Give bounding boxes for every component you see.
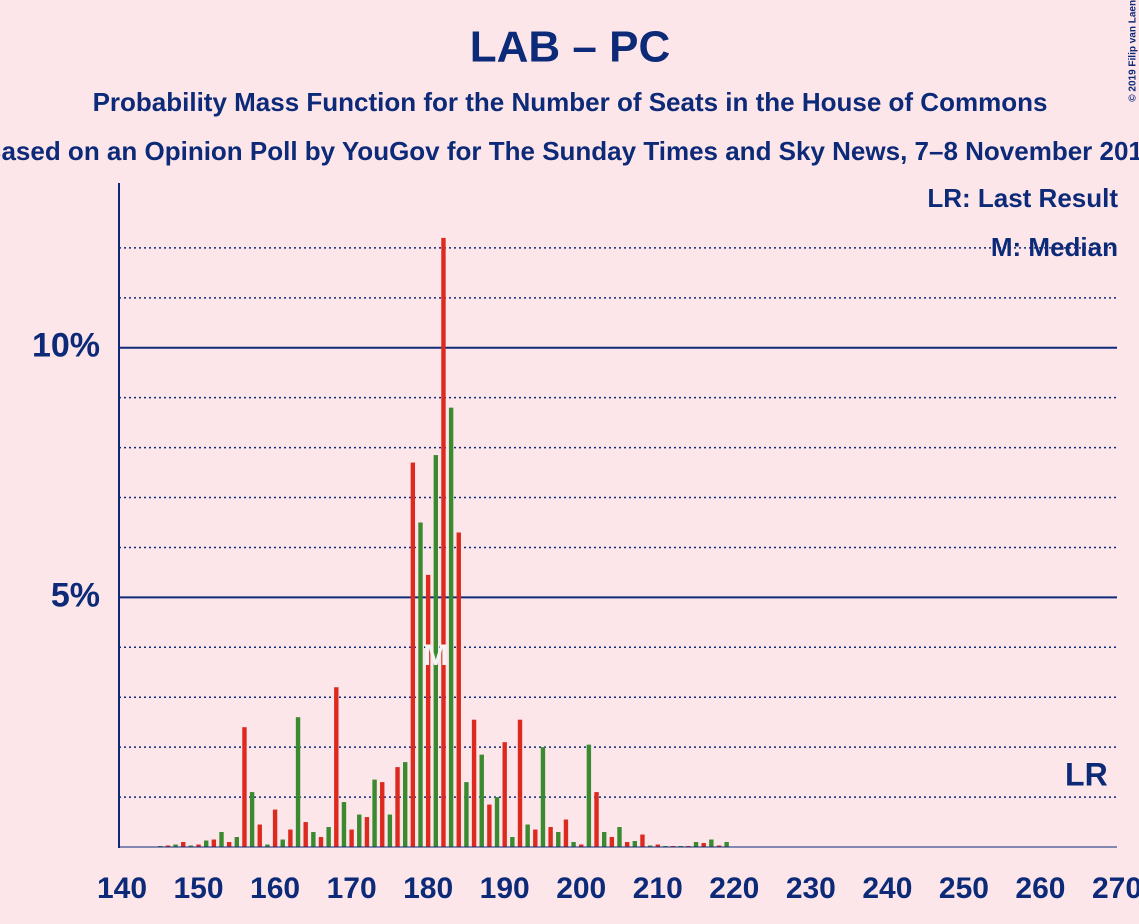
bar bbox=[357, 814, 362, 847]
bar bbox=[655, 844, 660, 847]
bar bbox=[188, 845, 194, 847]
bar bbox=[471, 719, 477, 847]
bar bbox=[280, 839, 285, 847]
bar bbox=[196, 844, 201, 847]
x-tick-label: 170 bbox=[327, 872, 377, 905]
legend-entry: M: Median bbox=[991, 232, 1118, 262]
bar bbox=[219, 832, 224, 847]
bar bbox=[395, 767, 400, 847]
bar bbox=[594, 792, 599, 847]
bar bbox=[709, 839, 714, 847]
bar bbox=[326, 827, 331, 847]
y-tick-label: 5% bbox=[51, 576, 100, 614]
bar bbox=[464, 782, 469, 847]
bar bbox=[448, 407, 454, 847]
bar bbox=[563, 819, 569, 847]
bar bbox=[487, 804, 492, 847]
bar bbox=[433, 455, 439, 847]
bar bbox=[617, 827, 622, 847]
x-tick-label: 270 bbox=[1092, 872, 1139, 905]
x-tick-label: 200 bbox=[556, 872, 606, 905]
x-tick-label: 150 bbox=[174, 872, 224, 905]
bar bbox=[632, 841, 638, 847]
bar bbox=[533, 829, 538, 847]
bar bbox=[701, 843, 706, 847]
bar bbox=[387, 814, 393, 847]
bar bbox=[410, 462, 416, 847]
bar bbox=[456, 532, 461, 847]
subtitle: Based on an Opinion Poll by YouGov for T… bbox=[0, 136, 1139, 166]
bar bbox=[372, 779, 377, 847]
bar bbox=[494, 797, 500, 847]
x-tick-label: 210 bbox=[633, 872, 683, 905]
bar bbox=[334, 687, 339, 847]
legend-entry: LR: Last Result bbox=[927, 183, 1118, 213]
bar bbox=[556, 832, 561, 847]
x-tick-label: 190 bbox=[480, 872, 530, 905]
x-tick-label: 260 bbox=[1015, 872, 1065, 905]
bar bbox=[203, 840, 209, 847]
bar bbox=[311, 832, 316, 847]
x-tick-label: 180 bbox=[403, 872, 453, 905]
bar bbox=[716, 845, 722, 847]
bar bbox=[318, 837, 324, 847]
bar bbox=[226, 842, 232, 847]
bar bbox=[601, 832, 607, 847]
bar bbox=[479, 754, 484, 847]
bar bbox=[265, 844, 270, 847]
annotation: M bbox=[423, 639, 448, 672]
bar bbox=[571, 842, 576, 847]
x-tick-label: 240 bbox=[862, 872, 912, 905]
bar bbox=[540, 747, 546, 847]
bar bbox=[364, 817, 370, 847]
x-tick-label: 140 bbox=[97, 872, 147, 905]
bar bbox=[303, 822, 308, 847]
bar bbox=[257, 824, 262, 847]
bar bbox=[211, 839, 217, 847]
bar bbox=[517, 719, 523, 847]
bar bbox=[640, 834, 645, 847]
bar bbox=[647, 845, 653, 847]
bar bbox=[341, 802, 347, 847]
bar bbox=[418, 522, 423, 847]
chart-title: LAB – PC bbox=[470, 23, 670, 72]
bar bbox=[548, 827, 553, 847]
bar bbox=[380, 782, 385, 847]
bar bbox=[402, 762, 408, 847]
bar bbox=[165, 845, 171, 847]
bar bbox=[234, 837, 240, 847]
bar bbox=[181, 842, 186, 847]
credit: © 2019 Filip van Laenen bbox=[1128, 0, 1139, 102]
bar bbox=[586, 744, 592, 847]
bar bbox=[693, 842, 699, 847]
bar bbox=[288, 829, 293, 847]
bar bbox=[502, 742, 507, 847]
annotation: LR bbox=[1065, 757, 1108, 793]
bar bbox=[510, 837, 515, 847]
bar bbox=[272, 809, 278, 847]
x-tick-label: 220 bbox=[709, 872, 759, 905]
bar bbox=[724, 842, 729, 847]
x-tick-label: 230 bbox=[786, 872, 836, 905]
bar bbox=[609, 837, 615, 847]
x-tick-label: 250 bbox=[939, 872, 989, 905]
y-tick-label: 10% bbox=[32, 327, 100, 365]
bar bbox=[624, 842, 630, 847]
x-tick-label: 160 bbox=[250, 872, 300, 905]
bar bbox=[425, 574, 431, 847]
bar bbox=[249, 792, 255, 847]
bar bbox=[525, 824, 530, 847]
bar bbox=[173, 844, 178, 847]
bar bbox=[441, 237, 446, 847]
bar bbox=[349, 829, 354, 847]
bar bbox=[295, 717, 301, 847]
bar bbox=[579, 844, 584, 847]
bar bbox=[242, 727, 247, 847]
subtitle: Probability Mass Function for the Number… bbox=[93, 87, 1048, 117]
